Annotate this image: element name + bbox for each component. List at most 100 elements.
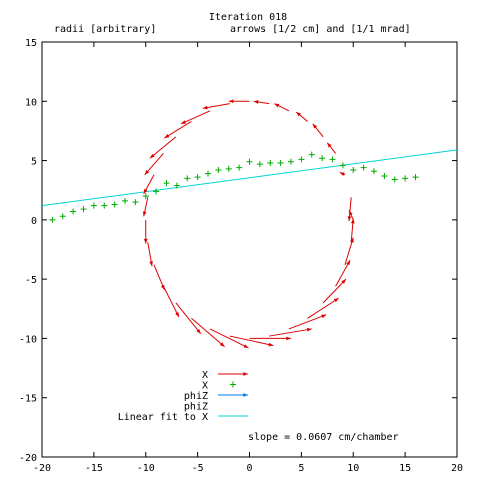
x-arrow-shaft xyxy=(209,328,249,349)
x-arrow-head xyxy=(149,261,154,267)
x-point xyxy=(59,213,66,220)
x-point xyxy=(371,168,377,175)
x-arrow-head xyxy=(347,216,352,222)
legend-swatch-head xyxy=(243,393,248,397)
x-tick-label: 10 xyxy=(347,463,359,474)
x-point xyxy=(205,170,211,177)
x-tick-label: 0 xyxy=(246,463,252,474)
x-arrow-head xyxy=(253,100,259,104)
x-point xyxy=(70,208,77,215)
x-tick-label: -15 xyxy=(85,463,103,474)
x-point xyxy=(142,193,149,200)
arrows-layer xyxy=(142,99,355,349)
fit-layer xyxy=(41,149,458,207)
x-arrow xyxy=(191,317,225,348)
chart-subtitle-left: radii [arbitrary] xyxy=(54,24,156,35)
x-arrow-head xyxy=(164,134,170,139)
legend-entry: phiZ xyxy=(184,391,248,402)
legend-label: phiZ xyxy=(184,391,208,402)
linear-fit-line xyxy=(41,149,458,207)
legend-entry: Linear fit to X xyxy=(118,412,248,423)
x-arrow xyxy=(312,123,324,138)
x-arrow-head xyxy=(341,279,346,284)
x-point xyxy=(329,156,336,163)
x-arrow xyxy=(149,136,177,159)
x-arrow xyxy=(229,335,274,347)
x-point xyxy=(246,158,253,165)
x-arrow-head xyxy=(296,111,301,117)
x-point xyxy=(49,216,56,223)
x-tick-label: -20 xyxy=(33,463,51,474)
x-arrow xyxy=(295,111,308,122)
x-arrow-head xyxy=(196,328,201,334)
x-arrow xyxy=(335,259,351,287)
x-arrow-head xyxy=(143,188,148,194)
x-arrow xyxy=(274,103,290,112)
x-point xyxy=(350,167,357,174)
legend-swatch-head xyxy=(243,372,248,376)
x-arrow-head xyxy=(327,142,332,148)
legend-entry: X xyxy=(202,381,236,392)
x-arrow-head xyxy=(144,170,150,175)
legend-entry: X xyxy=(202,370,248,381)
x-tick-label: 5 xyxy=(298,463,304,474)
x-point xyxy=(194,174,201,181)
x-point xyxy=(225,165,232,172)
x-point xyxy=(256,161,263,168)
legend-swatch xyxy=(230,381,236,388)
x-point xyxy=(288,158,294,165)
x-tick-label: 20 xyxy=(451,463,463,474)
x-arrow-head xyxy=(346,260,351,266)
x-point xyxy=(153,188,160,195)
x-arrow xyxy=(202,103,230,110)
y-tick-label: 5 xyxy=(31,157,37,168)
x-point xyxy=(90,202,97,209)
x-arrow-head xyxy=(149,153,155,159)
x-arrow-head xyxy=(306,327,312,332)
x-arrow xyxy=(143,219,148,244)
legend-label: phiZ xyxy=(184,402,208,413)
x-point xyxy=(111,201,118,208)
x-point xyxy=(184,175,191,182)
x-arrow-head xyxy=(333,298,339,303)
x-arrow xyxy=(228,99,250,104)
x-arrow-head xyxy=(350,218,355,224)
x-point xyxy=(236,164,243,171)
x-arrow-head xyxy=(286,336,291,341)
x-arrow-shaft xyxy=(335,259,351,287)
x-arrow-head xyxy=(175,312,179,318)
x-arrow xyxy=(209,328,249,349)
x-arrow xyxy=(142,197,149,217)
x-arrow xyxy=(347,197,352,222)
x-arrow-head xyxy=(312,123,318,129)
x-arrow-head xyxy=(321,314,327,319)
x-arrow-shaft xyxy=(288,314,327,330)
x-arrow-head xyxy=(274,103,280,108)
y-tick-label: 10 xyxy=(25,97,37,108)
legend-label: X xyxy=(202,381,208,392)
x-arrow-head xyxy=(219,342,225,347)
x-point xyxy=(163,180,170,187)
legend-entry: phiZ xyxy=(184,402,208,413)
x-arrow xyxy=(269,327,312,337)
y-tick-label: -10 xyxy=(19,334,37,345)
x-arrow xyxy=(144,153,164,176)
x-arrow-shaft xyxy=(180,110,211,125)
x-arrow-head xyxy=(181,120,187,124)
x-point xyxy=(173,182,180,189)
x-arrow-shaft xyxy=(307,297,339,319)
x-point xyxy=(319,155,326,162)
x-arrow xyxy=(307,297,339,319)
x-point xyxy=(308,151,315,158)
x-arrow-shaft xyxy=(149,136,177,159)
x-tick-label: 15 xyxy=(399,463,411,474)
x-arrow-head xyxy=(202,105,208,110)
x-arrow xyxy=(175,302,202,334)
x-point xyxy=(402,175,409,182)
x-point xyxy=(298,156,305,163)
x-arrow-shaft xyxy=(144,153,164,176)
x-point xyxy=(277,159,284,166)
x-arrow xyxy=(253,100,270,105)
x-arrow xyxy=(143,174,155,195)
